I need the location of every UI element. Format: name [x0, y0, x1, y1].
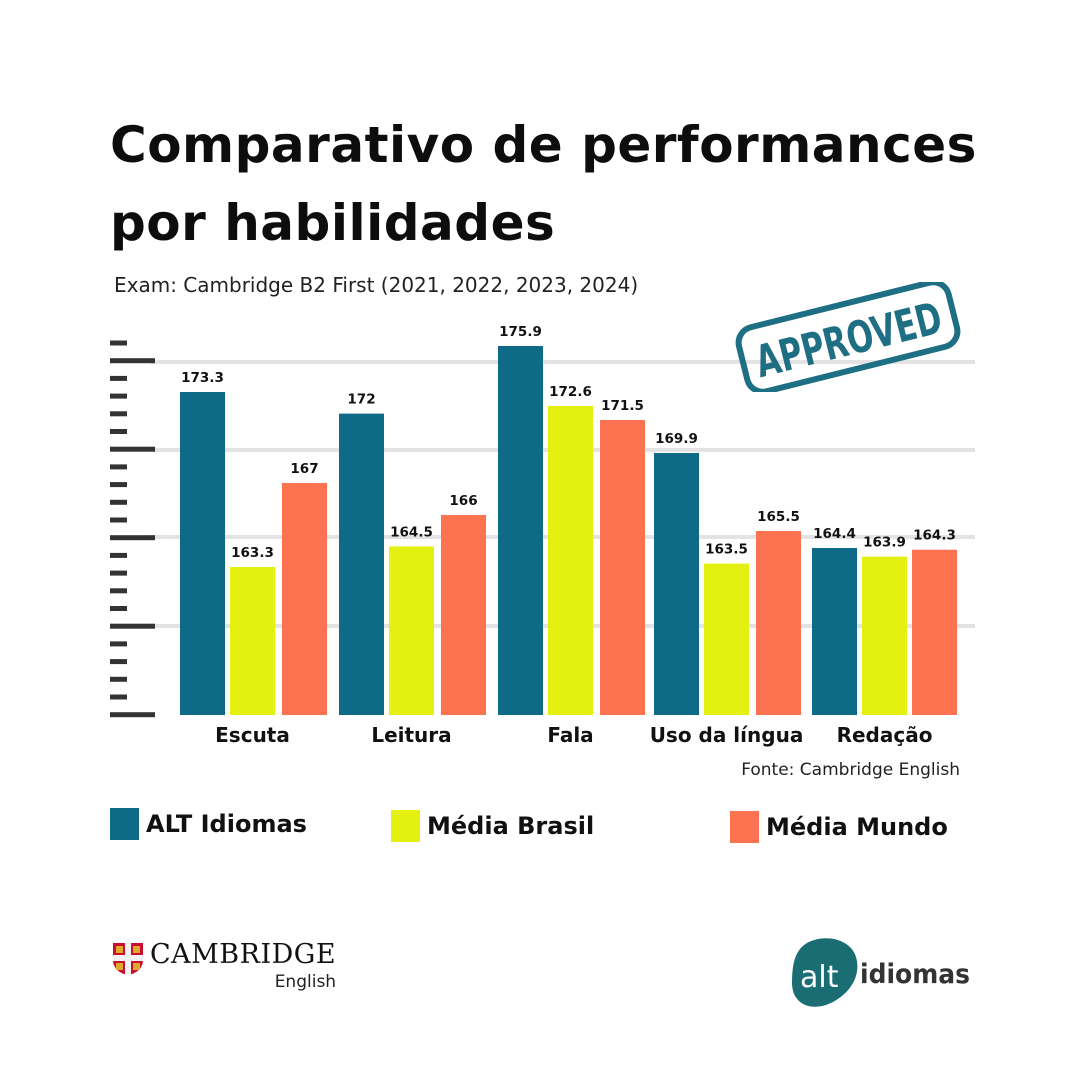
minor-tick — [110, 694, 127, 700]
bar — [389, 546, 434, 715]
bar-value-label: 166 — [449, 493, 477, 509]
bar — [339, 413, 384, 715]
bar-value-label: 164.5 — [390, 524, 433, 540]
major-tick — [110, 358, 155, 364]
minor-tick — [110, 641, 127, 647]
bar-value-label: 175.9 — [499, 324, 542, 340]
major-tick — [110, 446, 155, 452]
title-line-2: por habilidades — [110, 194, 556, 252]
legend-swatch — [110, 808, 139, 840]
bar-value-label: 163.9 — [863, 535, 906, 551]
bar-value-label: 165.5 — [757, 509, 800, 525]
minor-tick — [110, 482, 127, 488]
minor-tick — [110, 676, 127, 682]
minor-tick — [110, 429, 127, 434]
bar-value-label: 163.5 — [705, 542, 748, 558]
minor-tick — [110, 570, 127, 576]
bar — [654, 453, 699, 715]
approved-stamp: APPROVED — [735, 282, 961, 392]
minor-tick — [110, 375, 127, 381]
bar-value-label: 171.5 — [601, 398, 644, 414]
bar — [180, 392, 225, 715]
bar — [498, 346, 543, 715]
bar — [862, 556, 907, 715]
stamp-border — [735, 282, 961, 392]
bar-value-label: 169.9 — [655, 431, 698, 447]
cambridge-english-logo: CAMBRIDGE English — [112, 940, 336, 992]
cambridge-sub: English — [274, 972, 337, 992]
cambridge-shield-icon — [113, 943, 143, 975]
minor-tick — [110, 340, 127, 346]
major-tick — [110, 623, 155, 629]
chart-subtitle: Exam: Cambridge B2 First (2021, 2022, 20… — [114, 273, 639, 297]
minor-tick — [110, 659, 127, 665]
bar-value-label: 164.3 — [913, 528, 956, 544]
bar-value-label: 163.3 — [231, 545, 274, 561]
bar — [230, 567, 275, 715]
category-label: Fala — [547, 723, 593, 747]
minor-tick — [110, 517, 127, 523]
legend-label: ALT Idiomas — [146, 810, 307, 838]
alt-idiomas-logo: alt idiomas — [792, 938, 970, 1007]
legend-item-media-brasil: Média Brasil — [391, 810, 594, 842]
legend-item-media-mundo: Média Mundo — [730, 811, 948, 843]
category-label: Uso da língua — [650, 723, 804, 747]
title-line-1: Comparativo de performances — [110, 116, 977, 174]
minor-tick — [110, 464, 127, 470]
bar — [548, 406, 593, 715]
cambridge-name: CAMBRIDGE — [150, 939, 337, 970]
major-tick — [110, 535, 155, 541]
major-tick — [110, 712, 155, 718]
category-label: Leitura — [371, 723, 451, 747]
minor-tick — [110, 552, 127, 558]
alt-logo-blob — [792, 938, 858, 1007]
page-title: Comparativo de performances por habilidad… — [110, 106, 1010, 262]
legend-swatch — [730, 811, 759, 843]
bar — [282, 483, 327, 715]
bar-chart: 173.3 163.3 167 Escuta 172 164.5 166 Leitura 175… — [110, 324, 975, 747]
bar — [812, 548, 857, 715]
bar-value-label: 164.4 — [813, 526, 856, 542]
legend-label: Média Brasil — [427, 812, 595, 840]
bar-value-label: 172 — [347, 392, 375, 408]
category-label: Redação — [837, 723, 933, 747]
gridline — [150, 360, 975, 364]
bar-value-label: 172.6 — [549, 384, 592, 400]
minor-tick — [110, 499, 127, 505]
minor-tick — [110, 588, 127, 594]
bar — [756, 531, 801, 715]
minor-tick — [110, 411, 127, 417]
bar-value-label: 173.3 — [181, 370, 224, 386]
bar — [441, 515, 486, 715]
bar-value-label: 167 — [290, 461, 318, 477]
minor-tick — [110, 393, 127, 399]
alt-logo-idiomas: idiomas — [860, 959, 970, 990]
legend-swatch — [391, 810, 420, 842]
alt-logo-alt: alt — [800, 960, 839, 995]
bar — [704, 563, 749, 715]
bar — [912, 549, 957, 715]
legend-item-alt-idiomas: ALT Idiomas — [110, 808, 307, 840]
legend-label: Média Mundo — [766, 813, 948, 841]
category-label: Escuta — [215, 723, 290, 747]
minor-tick — [110, 606, 127, 611]
chart-source: Fonte: Cambridge English — [741, 760, 960, 780]
bar — [600, 420, 645, 715]
